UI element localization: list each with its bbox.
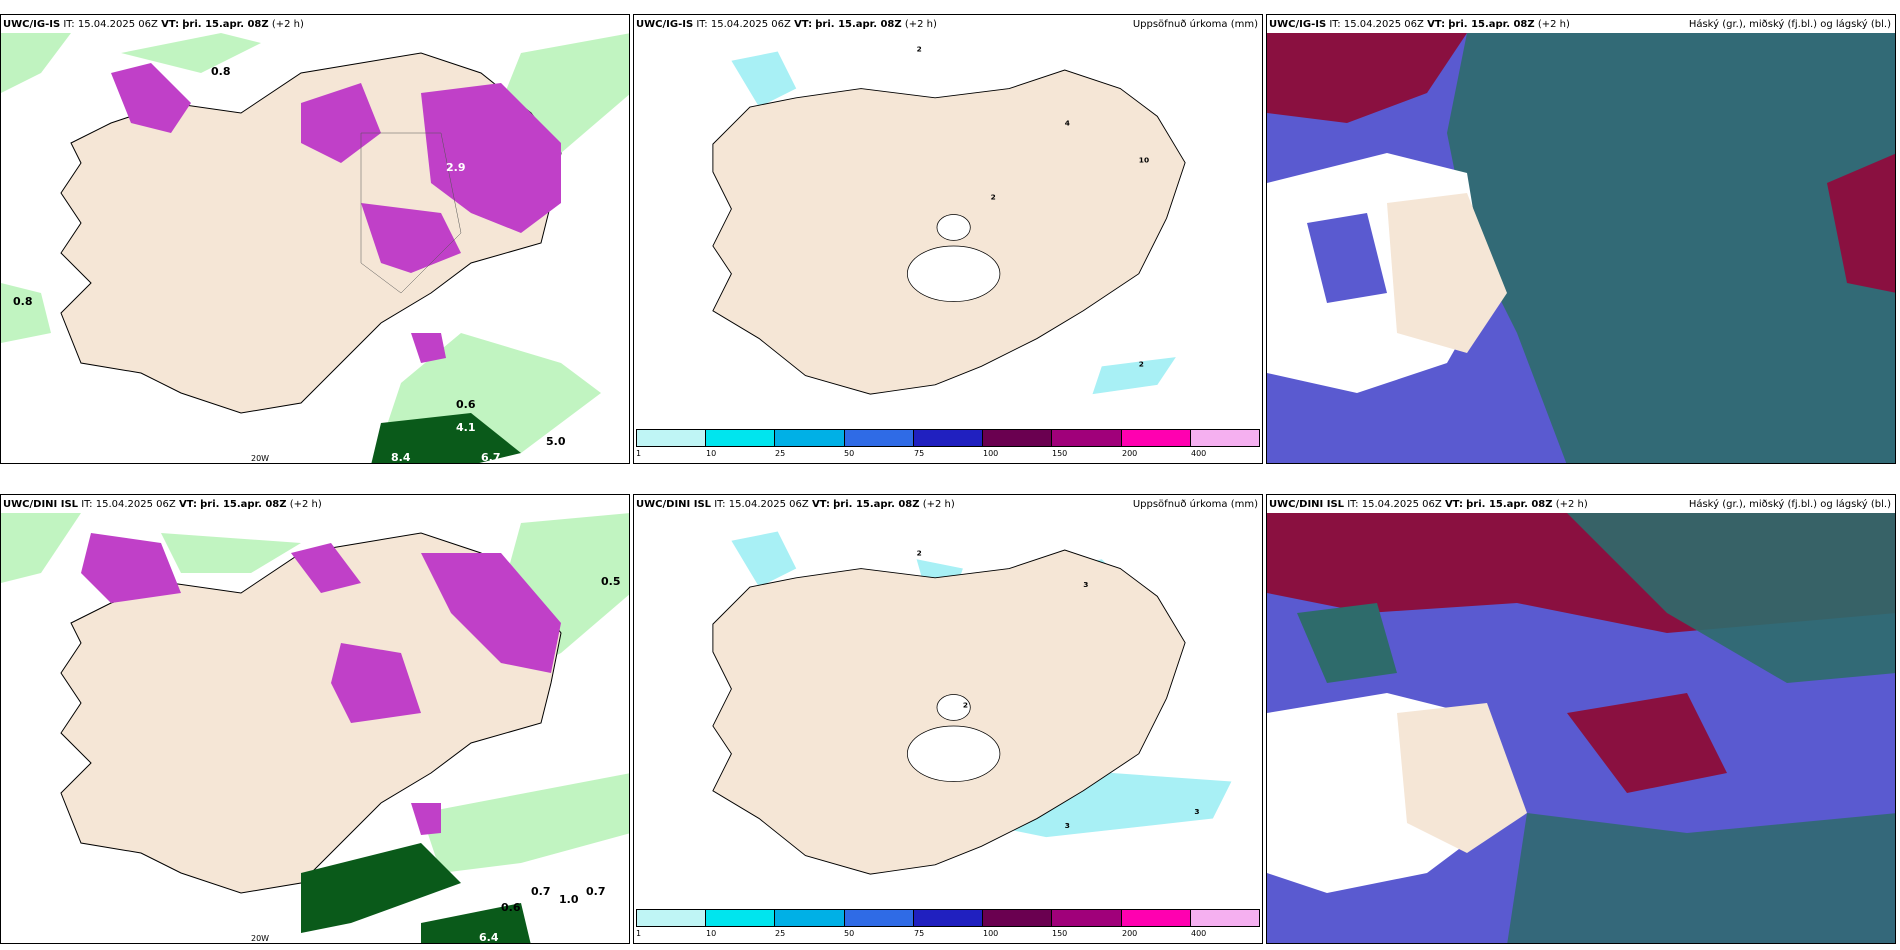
colorbar-cell (1121, 430, 1191, 446)
accum-label: 2 (1139, 359, 1144, 368)
colorbar-cell (775, 910, 845, 926)
colorbar-cell (706, 430, 776, 446)
pink-precip-areas (111, 63, 561, 363)
precip-label: 8.4 (391, 451, 411, 464)
colorbar-tick: 10 (706, 449, 717, 458)
colorbar-cell (1190, 910, 1259, 926)
panel-clouds-dini: UWC/DINI ISL IT: 15.04.2025 06Z VT: þri.… (1266, 494, 1896, 944)
accum-precip-map: 2 3 3 2 3 (657, 513, 1241, 884)
colorbar-tick: 10 (706, 929, 717, 938)
wind-precip-map: 0.8 0.8 2.9 0.6 4.1 8.4 6.7 5.0 20W (1, 33, 629, 464)
colorbar-cell (775, 430, 845, 446)
precip-label: 6.7 (481, 451, 501, 464)
panel-title: Uppsöfnuð úrkoma (mm) (1132, 499, 1258, 510)
dark-precip-areas (371, 413, 521, 463)
precip-label: 2.9 (446, 161, 466, 174)
precip-label: 0.7 (586, 885, 606, 898)
colorbar-cell (913, 430, 984, 446)
pink-precip-areas (81, 533, 561, 835)
colorbar-tick: 100 (983, 929, 999, 938)
colorbar-cell (983, 910, 1053, 926)
colorbar-tick: 1 (636, 449, 642, 458)
colorbar-cell (1190, 430, 1259, 446)
accum-label: 3 (1083, 580, 1088, 589)
accum-label: 2 (917, 549, 922, 558)
precip-label: 4.1 (456, 421, 476, 434)
clouds-map (1267, 33, 1895, 463)
precip-label: 0.8 (13, 295, 33, 308)
lon-20w-label: 20W (251, 454, 269, 463)
colorbar-tick: 400 (1191, 929, 1207, 938)
panel-title: Háský (gr.), miðský (fj.bl.) og lágský (… (1688, 19, 1891, 30)
colorbar-cell (637, 910, 707, 926)
colorbar-tick: 150 (1052, 929, 1068, 938)
panel-header: UWC/IG-IS IT: 15.04.2025 06Z VT: þri. 15… (3, 19, 304, 30)
colorbar-cell (844, 430, 914, 446)
hatch-areas (360, 132, 462, 294)
colorbar-cell (844, 910, 914, 926)
colorbar-tick: 150 (1052, 449, 1068, 458)
colorbar-tick: 100 (983, 449, 999, 458)
panel-title: Háský (gr.), miðský (fj.bl.) og lágský (… (1688, 499, 1891, 510)
colorbar-cell (983, 430, 1053, 446)
colorbar: 1 10 25 50 75 100 150 200 400 (634, 427, 1262, 463)
colorbar-tick: 75 (914, 449, 925, 458)
precip-label: 0.6 (501, 901, 521, 914)
colorbar-cells (636, 429, 1260, 447)
colorbar-cell (706, 910, 776, 926)
precip-label: 0.8 (211, 65, 231, 78)
panel-title: Uppsöfnuð úrkoma (mm) (1132, 19, 1258, 30)
panel-accum-precip-igis: UWC/IG-IS IT: 15.04.2025 06Z VT: þri. 15… (633, 14, 1263, 464)
accum-label: 2 (991, 193, 996, 202)
colorbar-cell (1121, 910, 1191, 926)
colorbar: 1 10 25 50 75 100 150 200 400 (634, 907, 1262, 943)
precip-label: 5.0 (546, 435, 566, 448)
panel-wind-precip-igis: UWC/IG-IS IT: 15.04.2025 06Z VT: þri. 15… (0, 14, 630, 464)
dark-precip-areas (301, 843, 531, 943)
colorbar-cells (636, 909, 1260, 927)
lon-20w-label: 20W (251, 934, 269, 943)
colorbar-tick: 400 (1191, 449, 1207, 458)
precip-label: 0.6 (456, 398, 476, 411)
precip-label: 6.4 (479, 931, 499, 944)
colorbar-cell (637, 430, 707, 446)
colorbar-tick: 50 (844, 929, 855, 938)
panel-header: UWC/DINI ISL IT: 15.04.2025 06Z VT: þri.… (1269, 499, 1588, 510)
colorbar-cell (1052, 910, 1122, 926)
panel-header: UWC/DINI ISL IT: 15.04.2025 06Z VT: þri.… (3, 499, 322, 510)
panel-accum-precip-dini: UWC/DINI ISL IT: 15.04.2025 06Z VT: þri.… (633, 494, 1263, 944)
panel-clouds-igis: UWC/IG-IS IT: 15.04.2025 06Z VT: þri. 15… (1266, 14, 1896, 464)
colorbar-tick: 25 (775, 929, 786, 938)
colorbar-tick: 25 (775, 449, 786, 458)
panel-header: UWC/IG-IS IT: 15.04.2025 06Z VT: þri. 15… (1269, 19, 1570, 30)
colorbar-tick: 50 (844, 449, 855, 458)
accum-label: 10 (1139, 156, 1149, 165)
accum-label: 2 (963, 700, 968, 709)
colorbar-tick: 200 (1122, 929, 1138, 938)
precip-label: 0.5 (601, 575, 621, 588)
panel-header: UWC/DINI ISL IT: 15.04.2025 06Z VT: þri.… (636, 499, 955, 510)
accum-label: 3 (1065, 821, 1070, 830)
precip-label: 0.7 (531, 885, 551, 898)
colorbar-tick: 75 (914, 929, 925, 938)
wind-precip-map: 0.7 1.0 0.7 0.6 6.4 0.5 20W (1, 513, 629, 944)
colorbar-tick: 200 (1122, 449, 1138, 458)
colorbar-cell (1052, 430, 1122, 446)
precip-label: 1.0 (559, 893, 579, 906)
accum-label: 3 (1194, 807, 1199, 816)
accum-label: 2 (917, 45, 922, 54)
colorbar-cell (913, 910, 984, 926)
accum-precip-map: 2 4 10 2 2 (657, 33, 1241, 404)
panel-wind-precip-dini: UWC/DINI ISL IT: 15.04.2025 06Z VT: þri.… (0, 494, 630, 944)
accum-label: 4 (1065, 119, 1070, 128)
colorbar-tick: 1 (636, 929, 642, 938)
panel-header: UWC/IG-IS IT: 15.04.2025 06Z VT: þri. 15… (636, 19, 937, 30)
clouds-map (1267, 513, 1895, 943)
